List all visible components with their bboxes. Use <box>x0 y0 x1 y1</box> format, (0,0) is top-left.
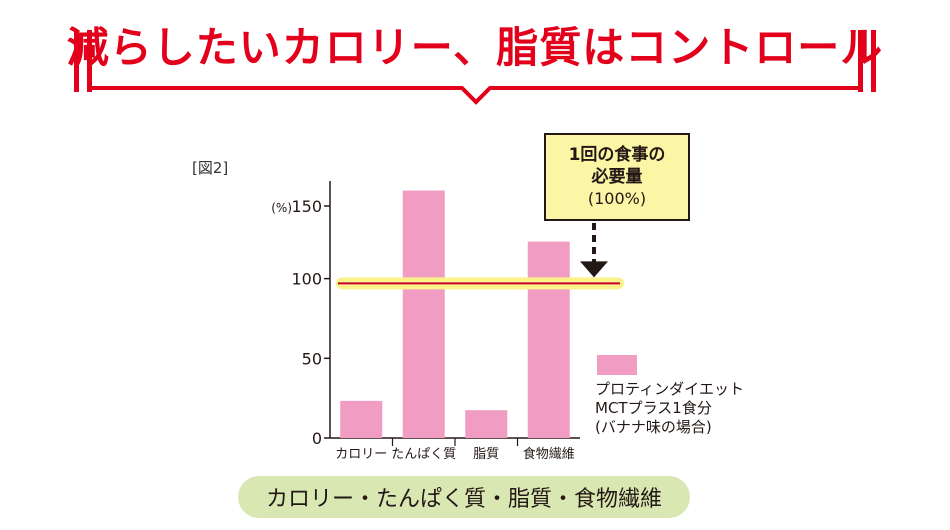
bar <box>527 241 570 438</box>
header-left-bar-outer <box>74 30 79 92</box>
header-right-bar-outer <box>871 30 876 92</box>
callout-box: 1回の食事の 必要量 (100%) <box>544 133 690 221</box>
x-tick-label: 食物繊維 <box>523 446 575 462</box>
arrow-layer <box>580 223 608 278</box>
header-right-bar-inner <box>858 30 863 92</box>
figure-label: [図2] <box>192 159 229 177</box>
caption-pill: カロリー・たんぱく質・脂質・食物繊維 <box>238 476 690 518</box>
y-tick-label: 50 <box>302 349 322 368</box>
bar <box>465 410 508 438</box>
y-tick-label: 100 <box>291 270 322 289</box>
legend-line-2: MCTプラス1食分 <box>595 399 712 417</box>
callout-line-1: 1回の食事の <box>568 145 666 165</box>
header-left-bar-inner <box>87 30 92 92</box>
header-frame <box>74 30 876 105</box>
y-tick-label: 0 <box>312 429 322 448</box>
y-axis-unit-label: (%) <box>271 201 292 215</box>
y-tick-label: 150 <box>291 197 322 216</box>
x-tick-label: 脂質 <box>473 447 499 462</box>
x-tick-label: カロリー <box>335 447 387 462</box>
legend-text: プロティンダイエット MCTプラス1食分 (バナナ味の場合) <box>595 380 744 437</box>
arrow-head <box>580 261 608 278</box>
x-tick-label: たんぱく質 <box>391 447 456 462</box>
legend-line-1: プロティンダイエット <box>595 380 744 398</box>
bar <box>340 400 383 438</box>
bars-layer <box>340 190 570 438</box>
legend-swatch <box>597 355 637 375</box>
axes-layer: 0 50 100 150(%) カロリー たんぱく質 脂質 食物繊維 <box>271 181 580 462</box>
header-title: 減らしたいカロリー、脂質はコントロール <box>66 22 884 72</box>
header-underline <box>87 86 863 105</box>
bar <box>402 190 445 438</box>
reference-layer <box>336 277 624 290</box>
legend-line-3: (バナナ味の場合) <box>595 418 712 436</box>
callout-line-2: 必要量 <box>591 167 643 187</box>
callout-line-3: (100%) <box>587 189 647 208</box>
